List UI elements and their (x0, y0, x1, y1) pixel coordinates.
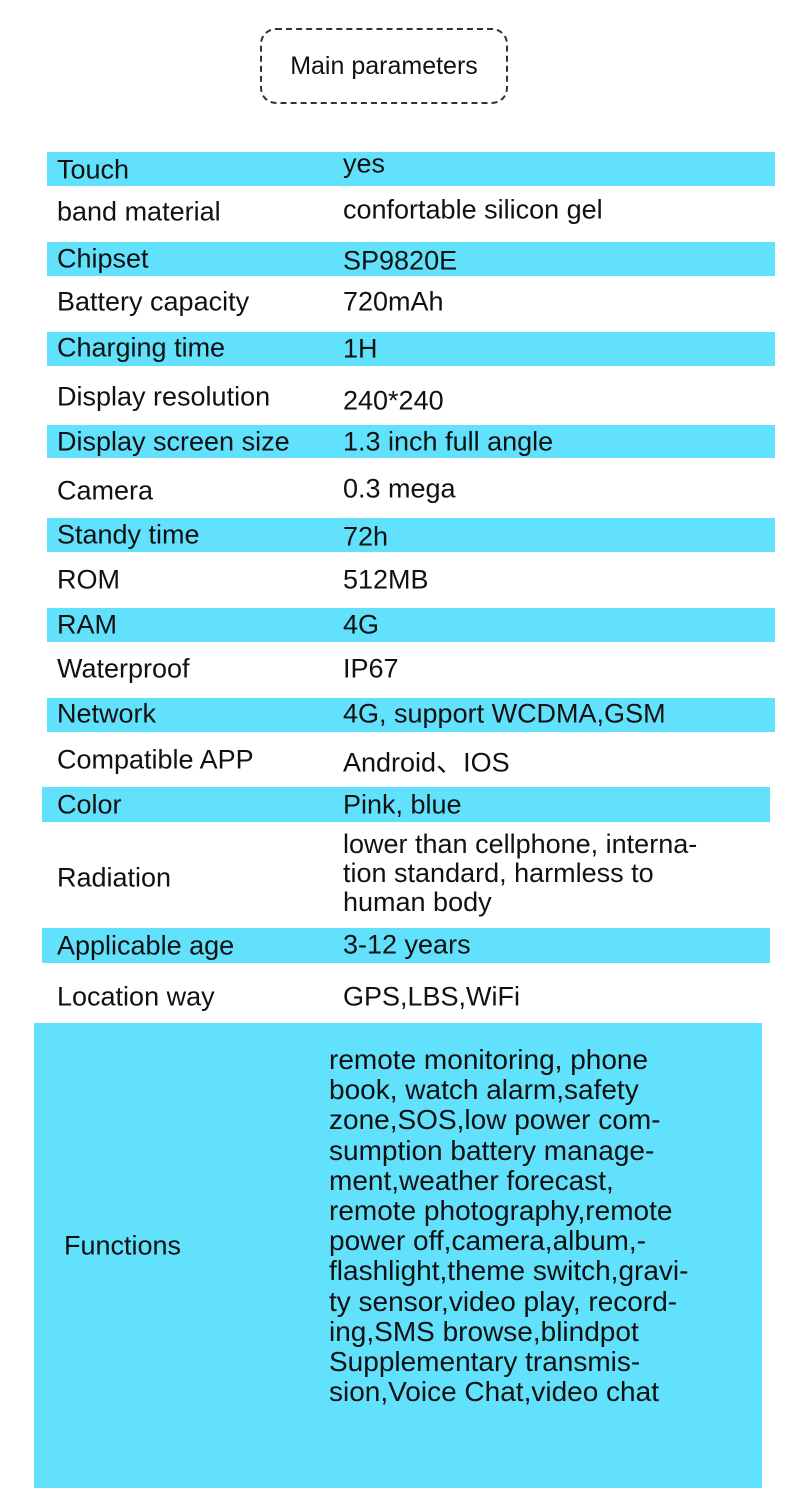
param-value: 4G (343, 609, 380, 640)
param-label: Camera (57, 475, 154, 506)
param-value: Android、IOS (343, 747, 510, 778)
param-label: ROM (57, 564, 120, 595)
param-value: Pink, blue (343, 789, 462, 820)
value-line: book, watch alarm,safety (329, 1074, 639, 1106)
param-label: Standy time (57, 519, 200, 550)
row-highlight (47, 242, 775, 276)
value-line: flashlight,theme switch,gravi- (329, 1255, 689, 1287)
param-value: 1H (343, 333, 378, 364)
value-line: ty sensor,video play, record- (329, 1285, 678, 1317)
row-highlight (47, 332, 775, 366)
param-value: IP67 (343, 653, 399, 684)
param-label: Waterproof (57, 653, 190, 684)
value-line: lower than cellphone, interna- (343, 829, 698, 859)
param-label: Charging time (57, 332, 226, 363)
param-label: Location way (57, 981, 215, 1012)
value-line: ing,SMS browse,blindpot (329, 1315, 639, 1347)
param-value: 0.3 mega (343, 473, 456, 504)
param-label: Network (57, 698, 157, 729)
value-line: human body (343, 887, 492, 917)
param-label: Color (57, 789, 122, 820)
param-value: 4G, support WCDMA,GSM (343, 698, 666, 729)
param-value: 720mAh (343, 286, 444, 317)
row-highlight (47, 518, 775, 552)
param-value: 1.3 inch full angle (343, 426, 554, 457)
param-value: SP9820E (343, 245, 458, 276)
param-value: GPS,LBS,WiFi (343, 981, 521, 1012)
param-label: Applicable age (57, 930, 235, 961)
value-line: remote photography,remote (329, 1195, 673, 1227)
value-line: sion,Voice Chat,video chat (329, 1376, 659, 1408)
param-label: Touch (57, 154, 130, 185)
param-label: Functions (64, 1230, 182, 1261)
value-line: ment,weather forecast, (329, 1164, 614, 1196)
section-title-text: Main parameters (290, 51, 478, 80)
row-highlight (47, 608, 775, 642)
value-line: sumption battery manage- (329, 1134, 655, 1166)
param-label: Radiation (57, 862, 172, 893)
param-value: 72h (343, 521, 389, 552)
row-highlight (47, 425, 775, 458)
param-label: band material (57, 196, 221, 227)
row-highlight (47, 698, 775, 732)
param-label: Battery capacity (57, 286, 250, 317)
param-label: Display screen size (57, 426, 290, 457)
value-line: remote monitoring, phone (329, 1044, 649, 1075)
row-highlight (42, 787, 770, 822)
row-highlight (34, 1023, 762, 1488)
row-highlight (42, 928, 770, 963)
param-value: remote monitoring, phone book, watch ala… (329, 1044, 689, 1408)
param-value: confortable silicon gel (343, 194, 603, 225)
param-value: 3-12 years (343, 929, 471, 960)
value-line: power off,camera,album,- (329, 1225, 646, 1257)
param-label: Compatible APP (57, 744, 254, 775)
value-line: zone,SOS,low power com- (329, 1104, 661, 1136)
param-value: 240*240 (343, 385, 444, 416)
value-line: tion standard, harmless to (343, 858, 654, 888)
param-value: 512MB (343, 564, 429, 595)
param-label: RAM (57, 609, 117, 640)
param-label: Chipset (57, 243, 149, 274)
section-title: Main parameters (260, 28, 508, 104)
param-label: Display resolution (57, 381, 271, 412)
param-value: lower than cellphone, interna- tion stan… (343, 830, 697, 917)
param-value: yes (343, 148, 386, 179)
value-line: Supplementary transmis- (329, 1346, 641, 1378)
row-highlight (47, 152, 775, 186)
